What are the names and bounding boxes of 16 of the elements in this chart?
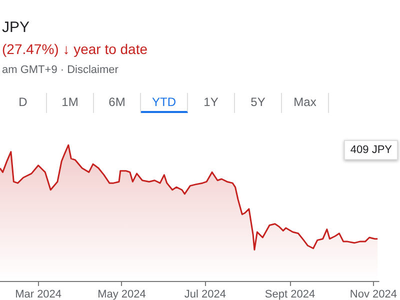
x-tick-label: Jul 2024 [184, 288, 226, 300]
chart-subtitle: (27.47%) ↓ year to date [2, 41, 148, 57]
range-button: D [0, 93, 47, 113]
x-tick-label: Mar 2024 [15, 288, 62, 300]
chart-title: JPY [2, 19, 30, 36]
range-button: 6M [94, 93, 141, 113]
range-button: 5Y [235, 93, 282, 113]
text: am GMT+9 · Disclaimer [2, 64, 118, 76]
range-button: 1Y [188, 93, 235, 113]
x-tick-label: Sept 2024 [264, 288, 316, 300]
range-button: Max [282, 93, 329, 113]
x-tick-label: May 2024 [98, 288, 146, 300]
x-tick-label: Nov 2024 [350, 288, 398, 300]
annotation: 409 JPY [344, 140, 398, 160]
range-button: YTD [141, 93, 188, 113]
range-button: 1M [47, 93, 94, 113]
